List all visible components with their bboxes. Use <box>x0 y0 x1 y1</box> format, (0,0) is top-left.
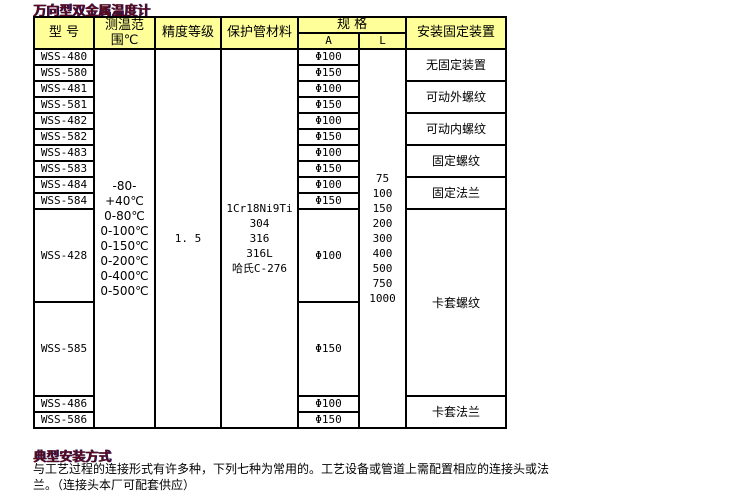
header-spec: 规 格 <box>296 16 408 34</box>
table-row: WSS-585 Φ150 <box>33 301 506 397</box>
length-item: 150 <box>372 202 393 215</box>
table-row: WSS-481 Φ100 可动外螺纹 <box>33 80 508 114</box>
range-item: 0-80℃ <box>104 208 145 223</box>
model-cell: WSS-580 <box>33 64 95 82</box>
range-item: 0-100℃ <box>100 223 149 238</box>
model-cell: WSS-581 <box>33 96 95 114</box>
table-row: WSS-580 Φ150 <box>33 64 506 82</box>
range-cell: -80-+40℃ 0-80℃ 0-100℃ 0-150℃ 0-200℃ 0-400℃ 0-5… <box>93 48 156 429</box>
length-item: 500 <box>372 262 393 275</box>
model-cell: WSS-586 <box>33 411 95 429</box>
install-cell: 固定螺纹 <box>405 144 508 178</box>
model-cell: WSS-428 <box>33 208 95 303</box>
material-item: 316 <box>249 232 270 245</box>
page-title: 万向型双金属温度计 <box>33 4 151 19</box>
table-row: WSS-584 Φ150 <box>33 192 506 210</box>
accuracy-cell: 1. 5 <box>154 48 222 429</box>
model-cell: WSS-481 <box>33 80 95 98</box>
model-cell: WSS-482 <box>33 112 95 130</box>
model-cell: WSS-583 <box>33 160 95 178</box>
model-cell: WSS-585 <box>33 301 95 397</box>
section-title: 典型安装方式 <box>33 450 112 465</box>
table-row: WSS-583 Φ150 <box>33 160 506 178</box>
length-item: 400 <box>372 247 393 260</box>
range-item: 0-200℃ <box>100 253 149 268</box>
header-range: 测温范围℃ <box>93 16 156 50</box>
material-item: 哈氏C-276 <box>231 262 288 275</box>
table-row: WSS-480 -80-+40℃ 0-80℃ 0-100℃ 0-150℃ 0-200℃ 0-… <box>33 48 508 429</box>
table-row: WSS-486 Φ100 卡套法兰 <box>33 395 508 429</box>
header-material: 保护管材料 <box>220 16 299 50</box>
install-cell: 可动外螺纹 <box>405 80 508 114</box>
spec-a-cell: Φ100 <box>297 395 360 413</box>
header-l: L <box>357 32 408 50</box>
table-row: WSS-483 Φ100 固定螺纹 <box>33 144 508 178</box>
spec-a-cell: Φ150 <box>297 301 360 397</box>
model-cell: WSS-484 <box>33 176 95 194</box>
description: 与工艺过程的连接形式有许多种，下列七种为常用的。工艺设备或管道上需配置相应的连接… <box>33 462 550 492</box>
range-item: 0-500℃ <box>100 283 149 298</box>
material-cell: 1Cr18Ni9Ti 304 316 316L 哈氏C-276 <box>220 48 299 429</box>
model-cell: WSS-584 <box>33 192 95 210</box>
install-cell: 无固定装置 <box>405 48 508 82</box>
table-row: WSS-428 Φ100 卡套螺纹 <box>33 208 508 397</box>
range-item: 0-400℃ <box>100 268 149 283</box>
table-row: WSS-581 Φ150 <box>33 96 506 114</box>
spec-a-cell: Φ100 <box>297 48 360 66</box>
model-cell: WSS-582 <box>33 128 95 146</box>
install-cell: 固定法兰 <box>405 176 508 210</box>
length-item: 75 <box>375 172 390 185</box>
header-a: A <box>297 32 360 50</box>
header-accuracy: 精度等级 <box>154 16 222 50</box>
length-item: 1000 <box>369 292 396 305</box>
spec-table: 型 号测温范围℃ 精度等级 保护管材料规 格安装固定装置 A L WSS-480 -80-+… <box>33 16 508 429</box>
length-item: 100 <box>372 187 393 200</box>
spec-a-cell: Φ150 <box>297 64 360 82</box>
spec-a-cell: Φ100 <box>297 144 360 162</box>
install-cell: 卡套螺纹 <box>405 208 508 397</box>
spec-a-cell: Φ150 <box>297 128 360 146</box>
spec-a-cell: Φ150 <box>297 192 360 210</box>
spec-a-cell: Φ100 <box>297 80 360 98</box>
install-cell: 卡套法兰 <box>405 395 508 429</box>
header-model: 型 号 <box>33 16 95 50</box>
table-row: WSS-582 Φ150 <box>33 128 506 146</box>
table-row: WSS-484 Φ100 固定法兰 <box>33 176 508 210</box>
range-item: -80-+40℃ <box>105 178 144 208</box>
install-cell: 可动内螺纹 <box>405 112 508 146</box>
spec-a-cell: Φ150 <box>297 160 360 178</box>
model-cell: WSS-486 <box>33 395 95 413</box>
material-item: 304 <box>249 217 270 230</box>
length-item: 750 <box>372 277 393 290</box>
table-row: WSS-482 Φ100 可动内螺纹 <box>33 112 508 146</box>
table-row: WSS-586 Φ150 <box>33 411 506 429</box>
header-install: 安装固定装置 <box>405 16 508 50</box>
spec-a-cell: Φ100 <box>297 176 360 194</box>
model-cell: WSS-480 <box>33 48 95 66</box>
range-item: 0-150℃ <box>100 238 149 253</box>
material-item: 316L <box>246 247 273 260</box>
material-item: 1Cr18Ni9Ti <box>226 202 293 215</box>
spec-a-cell: Φ100 <box>297 112 360 130</box>
length-item: 300 <box>372 232 393 245</box>
spec-a-cell: Φ150 <box>297 96 360 114</box>
length-cell: 75 100 150 200 300 400 500 750 1000 <box>357 48 408 429</box>
spec-a-cell: Φ100 <box>297 208 360 303</box>
model-cell: WSS-483 <box>33 144 95 162</box>
length-item: 200 <box>372 217 393 230</box>
spec-a-cell: Φ150 <box>297 411 360 429</box>
